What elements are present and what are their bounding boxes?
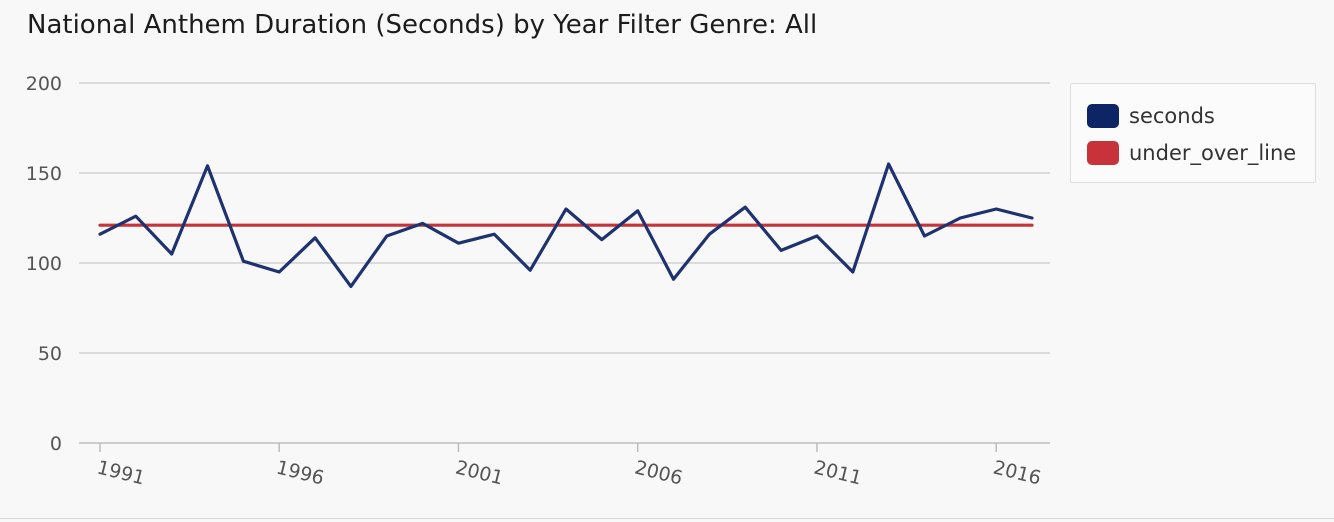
y-tick-label: 100: [26, 253, 62, 275]
legend-label: seconds: [1129, 104, 1215, 128]
legend-item-seconds[interactable]: seconds: [1087, 103, 1215, 129]
gridlines: [79, 82, 1050, 444]
chart-title: National Anthem Duration (Seconds) by Ye…: [27, 10, 818, 40]
y-tick-label: 200: [26, 73, 62, 95]
y-tick-label: 150: [26, 163, 62, 185]
y-tick-label: 50: [38, 343, 62, 365]
series-line-seconds[interactable]: [98, 162, 1034, 288]
x-tick-label: 2011: [812, 457, 864, 490]
x-tick-label: 2001: [453, 457, 505, 490]
legend: seconds under_over_line: [1070, 83, 1316, 183]
series-lines: [98, 162, 1034, 288]
legend-swatch-seconds: [1087, 104, 1119, 128]
x-tick-label: 2006: [632, 457, 684, 490]
x-axis: 1991 1996 2001 2006 2011 2016: [95, 443, 1043, 490]
x-tick-label: 1991: [95, 457, 147, 490]
legend-swatch-under-over-line: [1087, 141, 1119, 165]
x-tick-label: 1996: [274, 457, 326, 490]
bottom-divider: [0, 518, 1334, 519]
y-axis-ticks: 0 50 100 150 200: [26, 73, 62, 455]
legend-item-under-over-line[interactable]: under_over_line: [1087, 140, 1296, 166]
legend-label: under_over_line: [1129, 141, 1297, 165]
x-tick-label: 2016: [991, 457, 1043, 490]
y-tick-label: 0: [50, 433, 62, 455]
